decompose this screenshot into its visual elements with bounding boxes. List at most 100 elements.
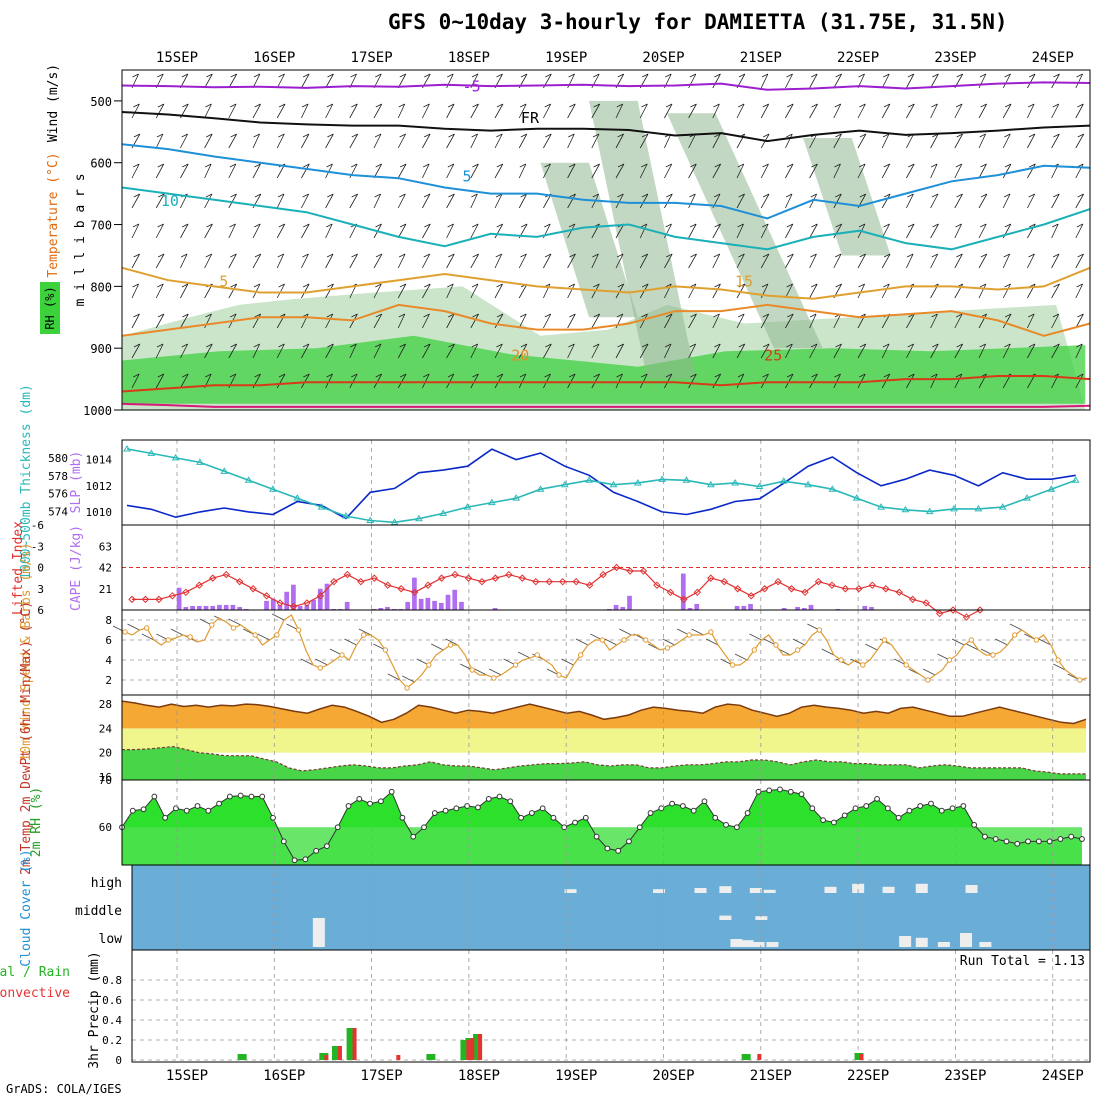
rh-marker: [464, 803, 471, 809]
thickness-marker: [974, 504, 983, 512]
cloud-high-bar: [763, 889, 776, 893]
wind-barb: [494, 313, 504, 329]
wind-barb: [204, 193, 213, 209]
top-date-label: 19SEP: [545, 50, 587, 66]
cape-bar: [378, 607, 384, 610]
run-total-label: Run Total = 1.13: [960, 954, 1085, 969]
wind-barb: [749, 633, 762, 641]
thickness-marker: [877, 503, 885, 510]
wind-barb: [397, 373, 407, 389]
precip-convective-bar: [324, 1055, 329, 1060]
bottom-date-label: 22SEP: [847, 1068, 889, 1084]
wind-barb: [567, 103, 576, 119]
li-marker: [410, 588, 419, 596]
wind-barb: [712, 343, 721, 359]
cape-bar: [492, 607, 498, 610]
rh-marker: [151, 793, 158, 800]
wind-barb: [373, 343, 382, 359]
rh-marker: [442, 807, 449, 814]
cloud-low-bar: [312, 918, 325, 947]
wind-barb: [865, 643, 878, 651]
li-marker: [949, 606, 957, 614]
wind-barb: [833, 343, 842, 359]
wind-barb: [494, 103, 504, 119]
wind-barb: [639, 163, 648, 179]
wind-barb: [857, 373, 866, 389]
wind-barb: [639, 253, 649, 269]
precip-tick: 0.8: [102, 974, 122, 987]
wind-barb: [591, 163, 600, 179]
wind-barb: [325, 313, 334, 329]
li-marker: [868, 581, 877, 589]
cape-tick: 63: [99, 540, 112, 553]
wind-barb: [978, 223, 987, 239]
wind-barb: [966, 643, 979, 651]
wind-barb: [809, 193, 818, 209]
wind-barb: [809, 343, 818, 359]
wind-barb: [470, 133, 479, 149]
temp-tick: 24: [99, 722, 113, 735]
wind-barb: [567, 343, 575, 359]
temp-tick: 20: [99, 747, 112, 760]
cloud-low-bar: [915, 937, 928, 947]
wind-barb: [821, 648, 835, 656]
cloud-high-bar: [824, 886, 837, 893]
wind-barb: [664, 343, 672, 359]
cloud-high-bar: [653, 889, 666, 893]
cape-bar: [405, 601, 411, 610]
rh-marker: [421, 824, 427, 831]
wind-barb: [127, 623, 140, 631]
wind-barb: [833, 73, 842, 89]
rh-marker: [1068, 833, 1075, 840]
li-marker: [249, 585, 257, 593]
wind-barb: [954, 193, 963, 209]
cape-bar: [324, 583, 330, 610]
wind-barb: [252, 223, 261, 239]
li-marker: [626, 567, 634, 575]
wind-barb: [712, 313, 720, 329]
rh-marker: [906, 807, 913, 814]
wind-speed-marker: [491, 675, 497, 681]
wind-barb: [785, 223, 794, 239]
li-tick: 6: [37, 604, 44, 617]
thickness-marker: [123, 444, 131, 452]
wind-tick: 6: [105, 634, 112, 647]
wind-barb: [228, 103, 237, 119]
cloud-low-bar: [937, 942, 950, 947]
wind-barb: [978, 73, 987, 89]
wind-barb: [760, 193, 770, 209]
rh-marker: [809, 805, 816, 812]
wind-barb: [760, 103, 770, 119]
wind-barb: [736, 283, 746, 299]
slp-line: [126, 448, 1076, 520]
wind-barb: [470, 193, 478, 209]
rh-marker: [647, 810, 654, 816]
wind-barb: [881, 253, 891, 269]
wind-barb: [567, 253, 576, 269]
wind-barb: [397, 193, 406, 209]
thickness-marker: [147, 449, 156, 456]
isotherm-label: FR: [521, 109, 540, 127]
wind-barb: [446, 163, 455, 179]
wind-barb: [155, 283, 164, 299]
wind-barb: [470, 253, 480, 269]
wind-barb: [785, 343, 793, 359]
li-marker: [464, 574, 473, 582]
cape-bar: [680, 573, 686, 610]
wind-barb: [155, 343, 164, 359]
rh-marker: [334, 824, 341, 831]
wind-barb: [930, 253, 939, 269]
li-marker: [841, 585, 850, 593]
cape-bar: [748, 603, 753, 610]
wind-barb: [906, 253, 914, 269]
wind-barb: [833, 103, 842, 119]
precip-convective-bar: [352, 1028, 357, 1060]
rh-shading: [803, 138, 891, 256]
wind-barb: [664, 313, 673, 329]
wind-speed-marker: [838, 657, 844, 663]
thickness-marker: [415, 514, 423, 522]
li-marker: [276, 599, 284, 607]
wind-barb: [705, 638, 719, 646]
wind-barb: [494, 163, 504, 179]
